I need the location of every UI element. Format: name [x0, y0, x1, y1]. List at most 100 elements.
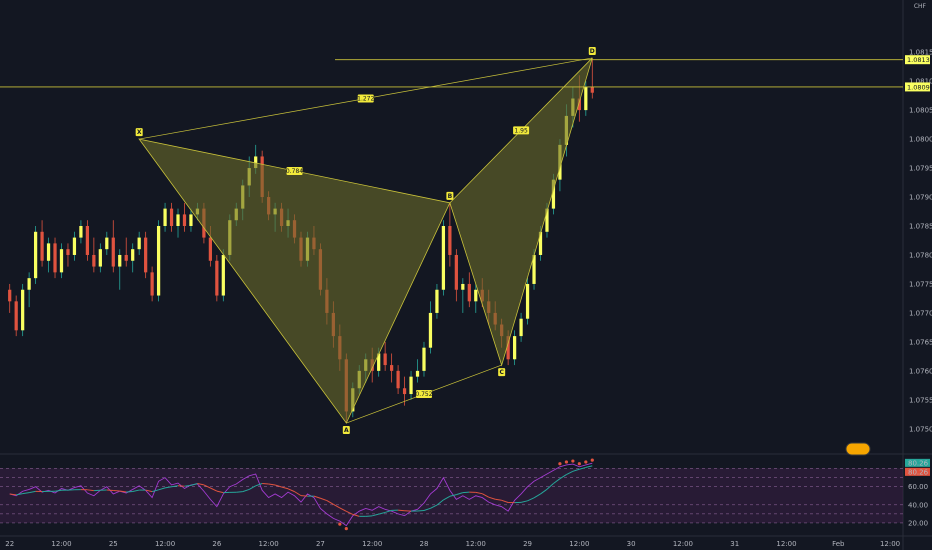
rsi-ma-segment — [430, 504, 438, 509]
candle-body — [441, 226, 446, 290]
point-label-box — [135, 128, 143, 137]
ratio-label: 0.752 — [415, 391, 432, 398]
rsi-tick-label: 80.26 — [908, 459, 929, 467]
time-tick-label: 28 — [420, 540, 429, 548]
rsi-ma-segment — [190, 482, 198, 486]
rsi-ma-segment — [527, 497, 535, 502]
candle-body — [396, 370, 400, 389]
candle-body — [124, 254, 128, 261]
rsi-ma-segment — [313, 495, 321, 499]
candle-body — [409, 376, 413, 395]
rsi-ma-segment — [16, 493, 23, 496]
rsi-ma-segment — [287, 488, 295, 493]
candle-body — [144, 237, 148, 273]
rsi-ma-segment — [216, 490, 224, 494]
rsi-ma-segment — [372, 513, 379, 517]
rsi-ma-segment — [339, 507, 347, 512]
rsi-ma-segment — [462, 491, 470, 494]
candle-body — [40, 231, 44, 261]
currency-label: CHF — [913, 3, 926, 10]
rsi-extreme-dot — [577, 462, 581, 466]
candle-body — [454, 254, 458, 290]
rsi-ma-segment — [333, 503, 341, 509]
rsi-extreme-dot — [344, 527, 348, 531]
price-tag-box — [905, 55, 930, 65]
candle-body — [390, 365, 394, 371]
candle-body — [33, 231, 38, 279]
rsi-ma-segment — [126, 490, 133, 493]
candle-body — [14, 301, 18, 331]
candle-body — [118, 254, 122, 267]
time-tick-label: 25 — [109, 540, 118, 548]
price-tag-label: 1.08137 — [907, 56, 932, 64]
rsi-extreme-dot — [571, 459, 575, 463]
candle-body — [215, 260, 219, 296]
rsi-tick-label: 80.26 — [908, 468, 929, 476]
rsi-ma-segment — [268, 483, 276, 486]
harmonic-pattern: 1.272 0.784 0.752 1.95 X A B C D — [135, 46, 596, 435]
candle-body — [111, 237, 115, 267]
price-tick-label: 1.07500 — [909, 425, 932, 433]
ratio-label-box — [357, 94, 374, 103]
time-tick-label: 12:00 — [880, 540, 900, 548]
price-tick-label: 1.07900 — [909, 194, 932, 202]
replay-badge — [845, 442, 871, 456]
rsi-ma-segment — [255, 483, 263, 487]
rsi-extreme-dot — [338, 522, 342, 526]
candle-body — [53, 243, 57, 273]
rsi-ma-segment — [384, 509, 392, 513]
rsi-ma-segment — [346, 510, 354, 515]
time-tick-label: 12:00 — [466, 540, 486, 548]
candle-body — [506, 336, 510, 360]
candle-body — [512, 336, 517, 360]
rsi-ma-segment — [119, 490, 127, 493]
rsi-ma-segment — [378, 511, 386, 515]
rsi-ma-segment — [533, 493, 541, 499]
ratio-label-box — [513, 126, 530, 135]
price-tick-label: 1.08000 — [909, 136, 932, 144]
candle-body — [532, 254, 536, 284]
point-label-box — [342, 426, 350, 435]
rsi-ma-segment — [203, 484, 211, 489]
rsi-extreme-dot — [564, 460, 568, 464]
candle-body — [8, 289, 12, 302]
rsi-ma-segment — [443, 495, 451, 501]
candle-body — [519, 318, 523, 337]
point-label-c: C — [499, 369, 504, 376]
rsi-ma-segment — [184, 484, 192, 487]
rsi-ma-segment — [22, 492, 30, 495]
rsi-ma-segment — [54, 489, 62, 492]
price-tag-box — [905, 82, 930, 92]
rsi-ma-segment — [87, 489, 94, 492]
rsi-ma-segment — [326, 500, 334, 505]
candle-body — [137, 237, 141, 250]
point-label-box — [588, 46, 596, 55]
rsi-ma-segment — [171, 485, 179, 488]
candle-body — [525, 283, 530, 319]
rsi-extreme-dot — [590, 458, 594, 462]
rsi-extreme-dot — [584, 460, 588, 464]
rsi-tag-box — [905, 467, 930, 476]
rsi-ma-segment — [398, 509, 405, 512]
candle-body — [169, 208, 174, 226]
time-tick-label: 12:00 — [155, 540, 175, 548]
rsi-ma-segment — [540, 488, 548, 495]
rsi-ma-segment — [132, 489, 140, 492]
candle-body — [467, 283, 471, 302]
rsi-ma-segment — [475, 491, 483, 495]
rsi-ma-segment — [449, 494, 457, 497]
rsi-ma-segment — [456, 492, 463, 496]
candle-body — [221, 254, 225, 296]
time-tick-label: 12:00 — [259, 540, 279, 548]
candle-body — [461, 283, 465, 290]
candle-body — [105, 237, 109, 250]
rsi-ma-segment — [210, 487, 218, 492]
rsi-ma-segment — [9, 493, 17, 496]
rsi-ma-segment — [488, 496, 496, 500]
candle-body — [448, 226, 452, 255]
candle-body — [92, 254, 96, 267]
candle-body — [59, 249, 64, 273]
rsi-ma-segment — [495, 498, 502, 501]
